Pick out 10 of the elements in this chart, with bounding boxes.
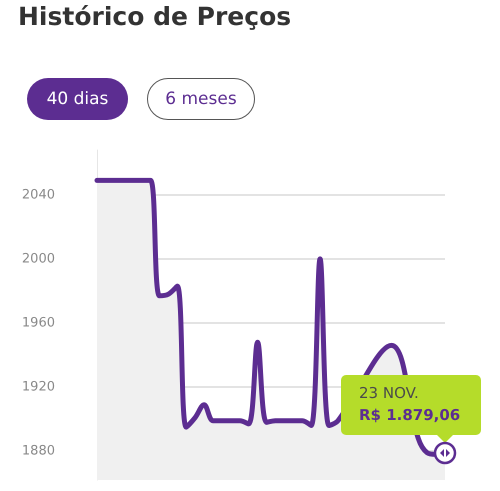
y-tick-label: 2040 (22, 187, 55, 202)
chart-title: Histórico de Preços (18, 2, 292, 31)
annotation: 23 NOV. (359, 382, 420, 403)
y-tick-label: 1920 (22, 380, 55, 395)
text: 6 meses (147, 78, 255, 120)
annotation: R$ 1.879,06 (359, 404, 462, 426)
y-tick-label: 1880 (22, 444, 55, 459)
y-tick-label: 1960 (22, 316, 55, 331)
text: 40 dias (27, 78, 128, 120)
y-tick-label: 2000 (22, 251, 55, 266)
